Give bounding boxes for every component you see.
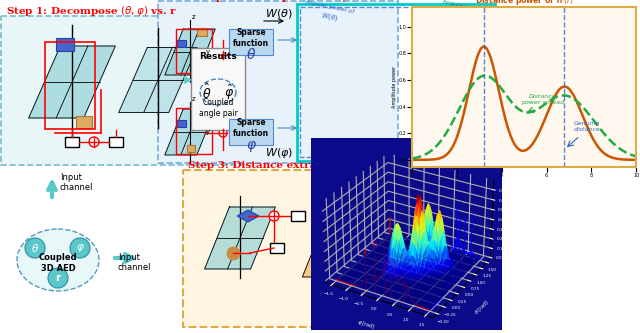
Text: $W(\varphi)$: $W(\varphi)$	[265, 146, 293, 160]
Text: $\theta$: $\theta$	[31, 242, 39, 254]
Text: $W(r)$: $W(r)$	[352, 196, 378, 209]
Text: y: y	[206, 49, 210, 55]
Bar	[270, 243, 284, 253]
Text: y: y	[206, 129, 210, 135]
Bar	[45, 42, 95, 129]
Polygon shape	[302, 219, 362, 277]
FancyBboxPatch shape	[76, 116, 92, 128]
Text: Step 3: Distance extraction: Step 3: Distance extraction	[188, 161, 346, 170]
Text: $\hat{\varphi}$: $\hat{\varphi}$	[224, 83, 234, 102]
Text: Input
channel: Input channel	[60, 172, 93, 192]
Bar	[109, 137, 123, 147]
X-axis label: $\varphi$ [rad]: $\varphi$ [rad]	[356, 318, 376, 332]
Circle shape	[269, 211, 279, 221]
Text: $W(\theta)$: $W(\theta)$	[320, 10, 339, 24]
Text: Genuine
distance: Genuine distance	[573, 121, 600, 132]
Polygon shape	[118, 48, 197, 113]
Circle shape	[70, 238, 90, 258]
Text: Step 1: Decompose $(\theta,\varphi)$ vs. r: Step 1: Decompose $(\theta,\varphi)$ vs.…	[6, 4, 177, 18]
Circle shape	[219, 129, 227, 137]
FancyBboxPatch shape	[197, 28, 207, 36]
Text: $W(\theta)$: $W(\theta)$	[265, 8, 292, 21]
Text: $\hat{\theta}$: $\hat{\theta}$	[202, 83, 212, 102]
Text: Sparse
function: Sparse function	[376, 194, 412, 214]
FancyBboxPatch shape	[187, 145, 195, 152]
FancyBboxPatch shape	[158, 1, 398, 163]
Circle shape	[25, 238, 45, 258]
Text: Sparse
function: Sparse function	[233, 118, 269, 138]
Ellipse shape	[17, 229, 99, 291]
Text: Sparse
function: Sparse function	[233, 28, 269, 48]
Text: Angular power of: Angular power of	[304, 0, 355, 14]
Polygon shape	[165, 109, 215, 155]
FancyBboxPatch shape	[177, 40, 186, 47]
Polygon shape	[165, 29, 215, 75]
FancyBboxPatch shape	[229, 119, 273, 145]
Text: Step 2: Decompose $\theta$ vs. $\varphi$: Step 2: Decompose $\theta$ vs. $\varphi$	[197, 0, 349, 4]
Circle shape	[219, 51, 227, 59]
Polygon shape	[29, 46, 115, 118]
Text: Coupled
angle pair: Coupled angle pair	[198, 98, 237, 118]
Circle shape	[48, 268, 68, 288]
Text: $W(\varphi)$: $W(\varphi)$	[458, 10, 477, 24]
Bar	[291, 211, 305, 221]
Circle shape	[89, 137, 99, 147]
Text: Coupled
3D AED: Coupled 3D AED	[38, 253, 77, 273]
Text: Input
channel: Input channel	[118, 253, 152, 272]
Text: r: r	[56, 273, 61, 283]
FancyBboxPatch shape	[183, 170, 470, 327]
Text: $\varphi$: $\varphi$	[246, 139, 257, 154]
Text: Angular power of: Angular power of	[442, 0, 492, 14]
Text: z: z	[192, 14, 196, 20]
FancyBboxPatch shape	[56, 38, 74, 51]
FancyBboxPatch shape	[371, 195, 417, 221]
Bar	[65, 137, 79, 147]
FancyBboxPatch shape	[1, 16, 243, 165]
Text: Results: Results	[199, 52, 237, 61]
Polygon shape	[205, 207, 275, 269]
Text: $\theta$: $\theta$	[246, 47, 256, 62]
Bar	[176, 29, 212, 73]
Text: $\varphi$: $\varphi$	[76, 242, 84, 254]
Title: Distance power of $W(r)$: Distance power of $W(r)$	[475, 0, 573, 7]
FancyBboxPatch shape	[191, 48, 245, 130]
FancyBboxPatch shape	[177, 120, 186, 127]
Text: z: z	[192, 96, 196, 102]
Bar	[176, 108, 212, 154]
Y-axis label: $\theta$ [rad]: $\theta$ [rad]	[473, 298, 492, 317]
Y-axis label: Amplitude power: Amplitude power	[392, 66, 397, 108]
Text: Distance
power spread: Distance power spread	[520, 94, 564, 105]
Text: $\mathbf{r}$: $\mathbf{r}$	[390, 215, 398, 229]
Polygon shape	[237, 210, 259, 222]
FancyBboxPatch shape	[229, 29, 273, 55]
